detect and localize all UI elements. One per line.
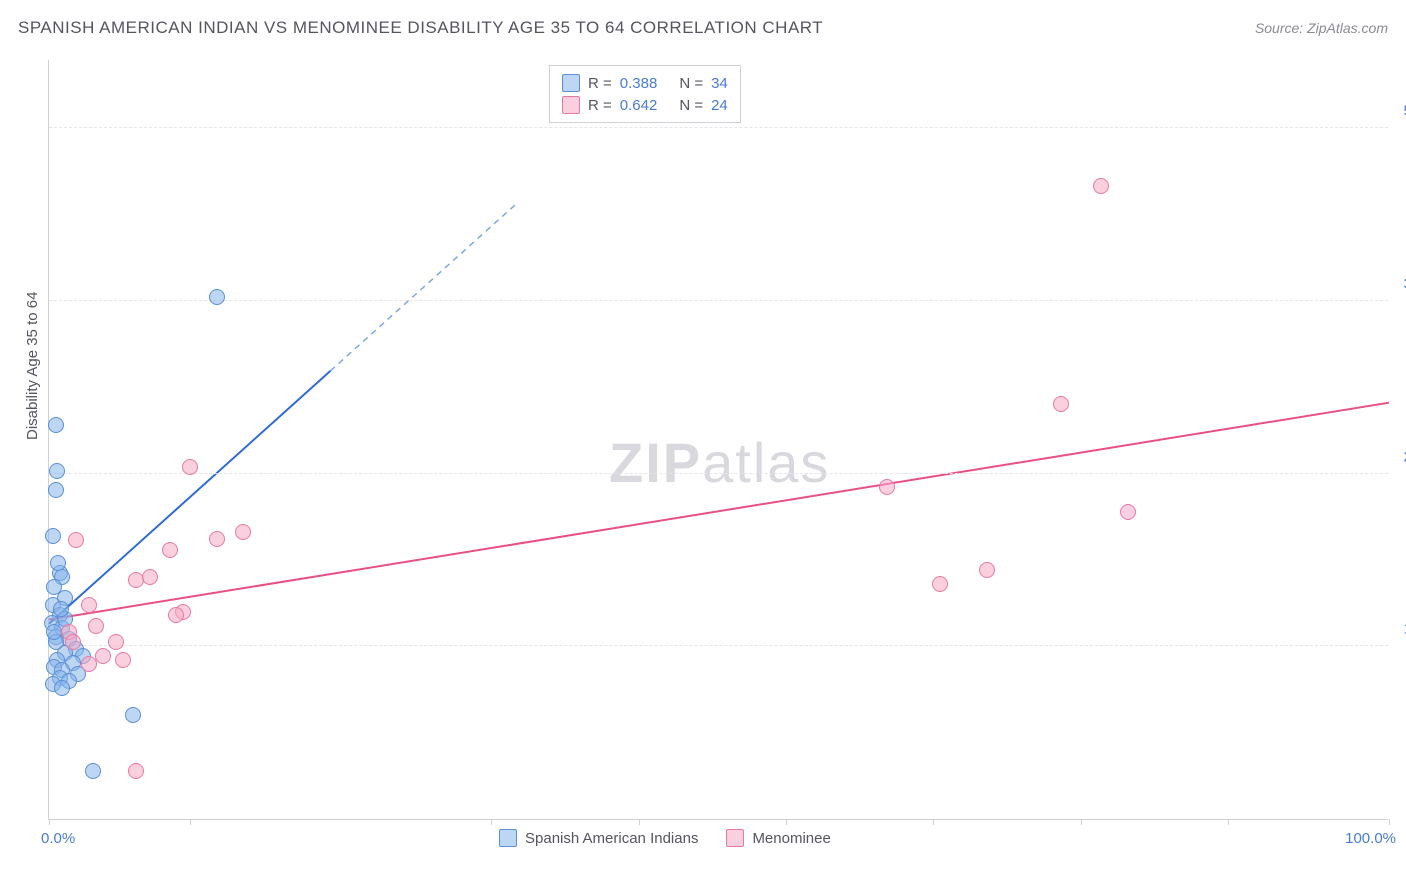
scatter-point bbox=[88, 618, 104, 634]
scatter-point bbox=[125, 707, 141, 723]
scatter-point bbox=[54, 680, 70, 696]
source-attribution: Source: ZipAtlas.com bbox=[1255, 20, 1388, 36]
scatter-point bbox=[49, 463, 65, 479]
x-tick bbox=[933, 819, 934, 825]
chart-title: SPANISH AMERICAN INDIAN VS MENOMINEE DIS… bbox=[18, 18, 823, 38]
legend-item: Spanish American Indians bbox=[499, 829, 698, 847]
y-axis-label: Disability Age 35 to 64 bbox=[24, 292, 41, 440]
x-tick bbox=[639, 819, 640, 825]
trend-line-dashed bbox=[330, 202, 518, 371]
x-tick bbox=[491, 819, 492, 825]
scatter-point bbox=[128, 763, 144, 779]
x-tick bbox=[190, 819, 191, 825]
scatter-point bbox=[162, 542, 178, 558]
legend-series-label: Menominee bbox=[752, 830, 830, 847]
legend-swatch-icon bbox=[726, 829, 744, 847]
x-tick-label: 100.0% bbox=[1345, 830, 1396, 847]
scatter-point bbox=[209, 531, 225, 547]
scatter-point bbox=[932, 576, 948, 592]
scatter-point bbox=[108, 634, 124, 650]
x-tick bbox=[49, 819, 50, 825]
series-legend: Spanish American Indians Menominee bbox=[499, 829, 831, 847]
legend-swatch-icon bbox=[499, 829, 517, 847]
trend-line bbox=[49, 403, 1389, 620]
legend-item: Menominee bbox=[726, 829, 830, 847]
scatter-point bbox=[1053, 396, 1069, 412]
scatter-point bbox=[979, 562, 995, 578]
scatter-point bbox=[53, 601, 69, 617]
gridline-h bbox=[49, 645, 1388, 646]
legend-series-label: Spanish American Indians bbox=[525, 830, 698, 847]
scatter-point bbox=[48, 482, 64, 498]
x-tick bbox=[1228, 819, 1229, 825]
gridline-h bbox=[49, 127, 1388, 128]
scatter-point bbox=[142, 569, 158, 585]
trend-line bbox=[49, 371, 330, 624]
x-tick bbox=[786, 819, 787, 825]
x-tick-label: 0.0% bbox=[41, 830, 75, 847]
scatter-point bbox=[45, 528, 61, 544]
scatter-point bbox=[65, 634, 81, 650]
gridline-h bbox=[49, 300, 1388, 301]
scatter-point bbox=[115, 652, 131, 668]
scatter-point bbox=[1120, 504, 1136, 520]
x-tick bbox=[1389, 819, 1390, 825]
scatter-point bbox=[209, 289, 225, 305]
scatter-point bbox=[81, 597, 97, 613]
x-tick bbox=[1081, 819, 1082, 825]
scatter-point bbox=[168, 607, 184, 623]
plot-area: ZIPatlas R =0.388N =34R =0.642N =24 Span… bbox=[48, 60, 1388, 820]
gridline-h bbox=[49, 473, 1388, 474]
scatter-point bbox=[68, 532, 84, 548]
scatter-point bbox=[879, 479, 895, 495]
scatter-point bbox=[1093, 178, 1109, 194]
scatter-point bbox=[85, 763, 101, 779]
scatter-point bbox=[81, 656, 97, 672]
scatter-point bbox=[50, 555, 66, 571]
trend-lines-layer bbox=[49, 60, 1388, 819]
scatter-point bbox=[182, 459, 198, 475]
scatter-point bbox=[48, 417, 64, 433]
scatter-point bbox=[46, 624, 62, 640]
scatter-point bbox=[235, 524, 251, 540]
